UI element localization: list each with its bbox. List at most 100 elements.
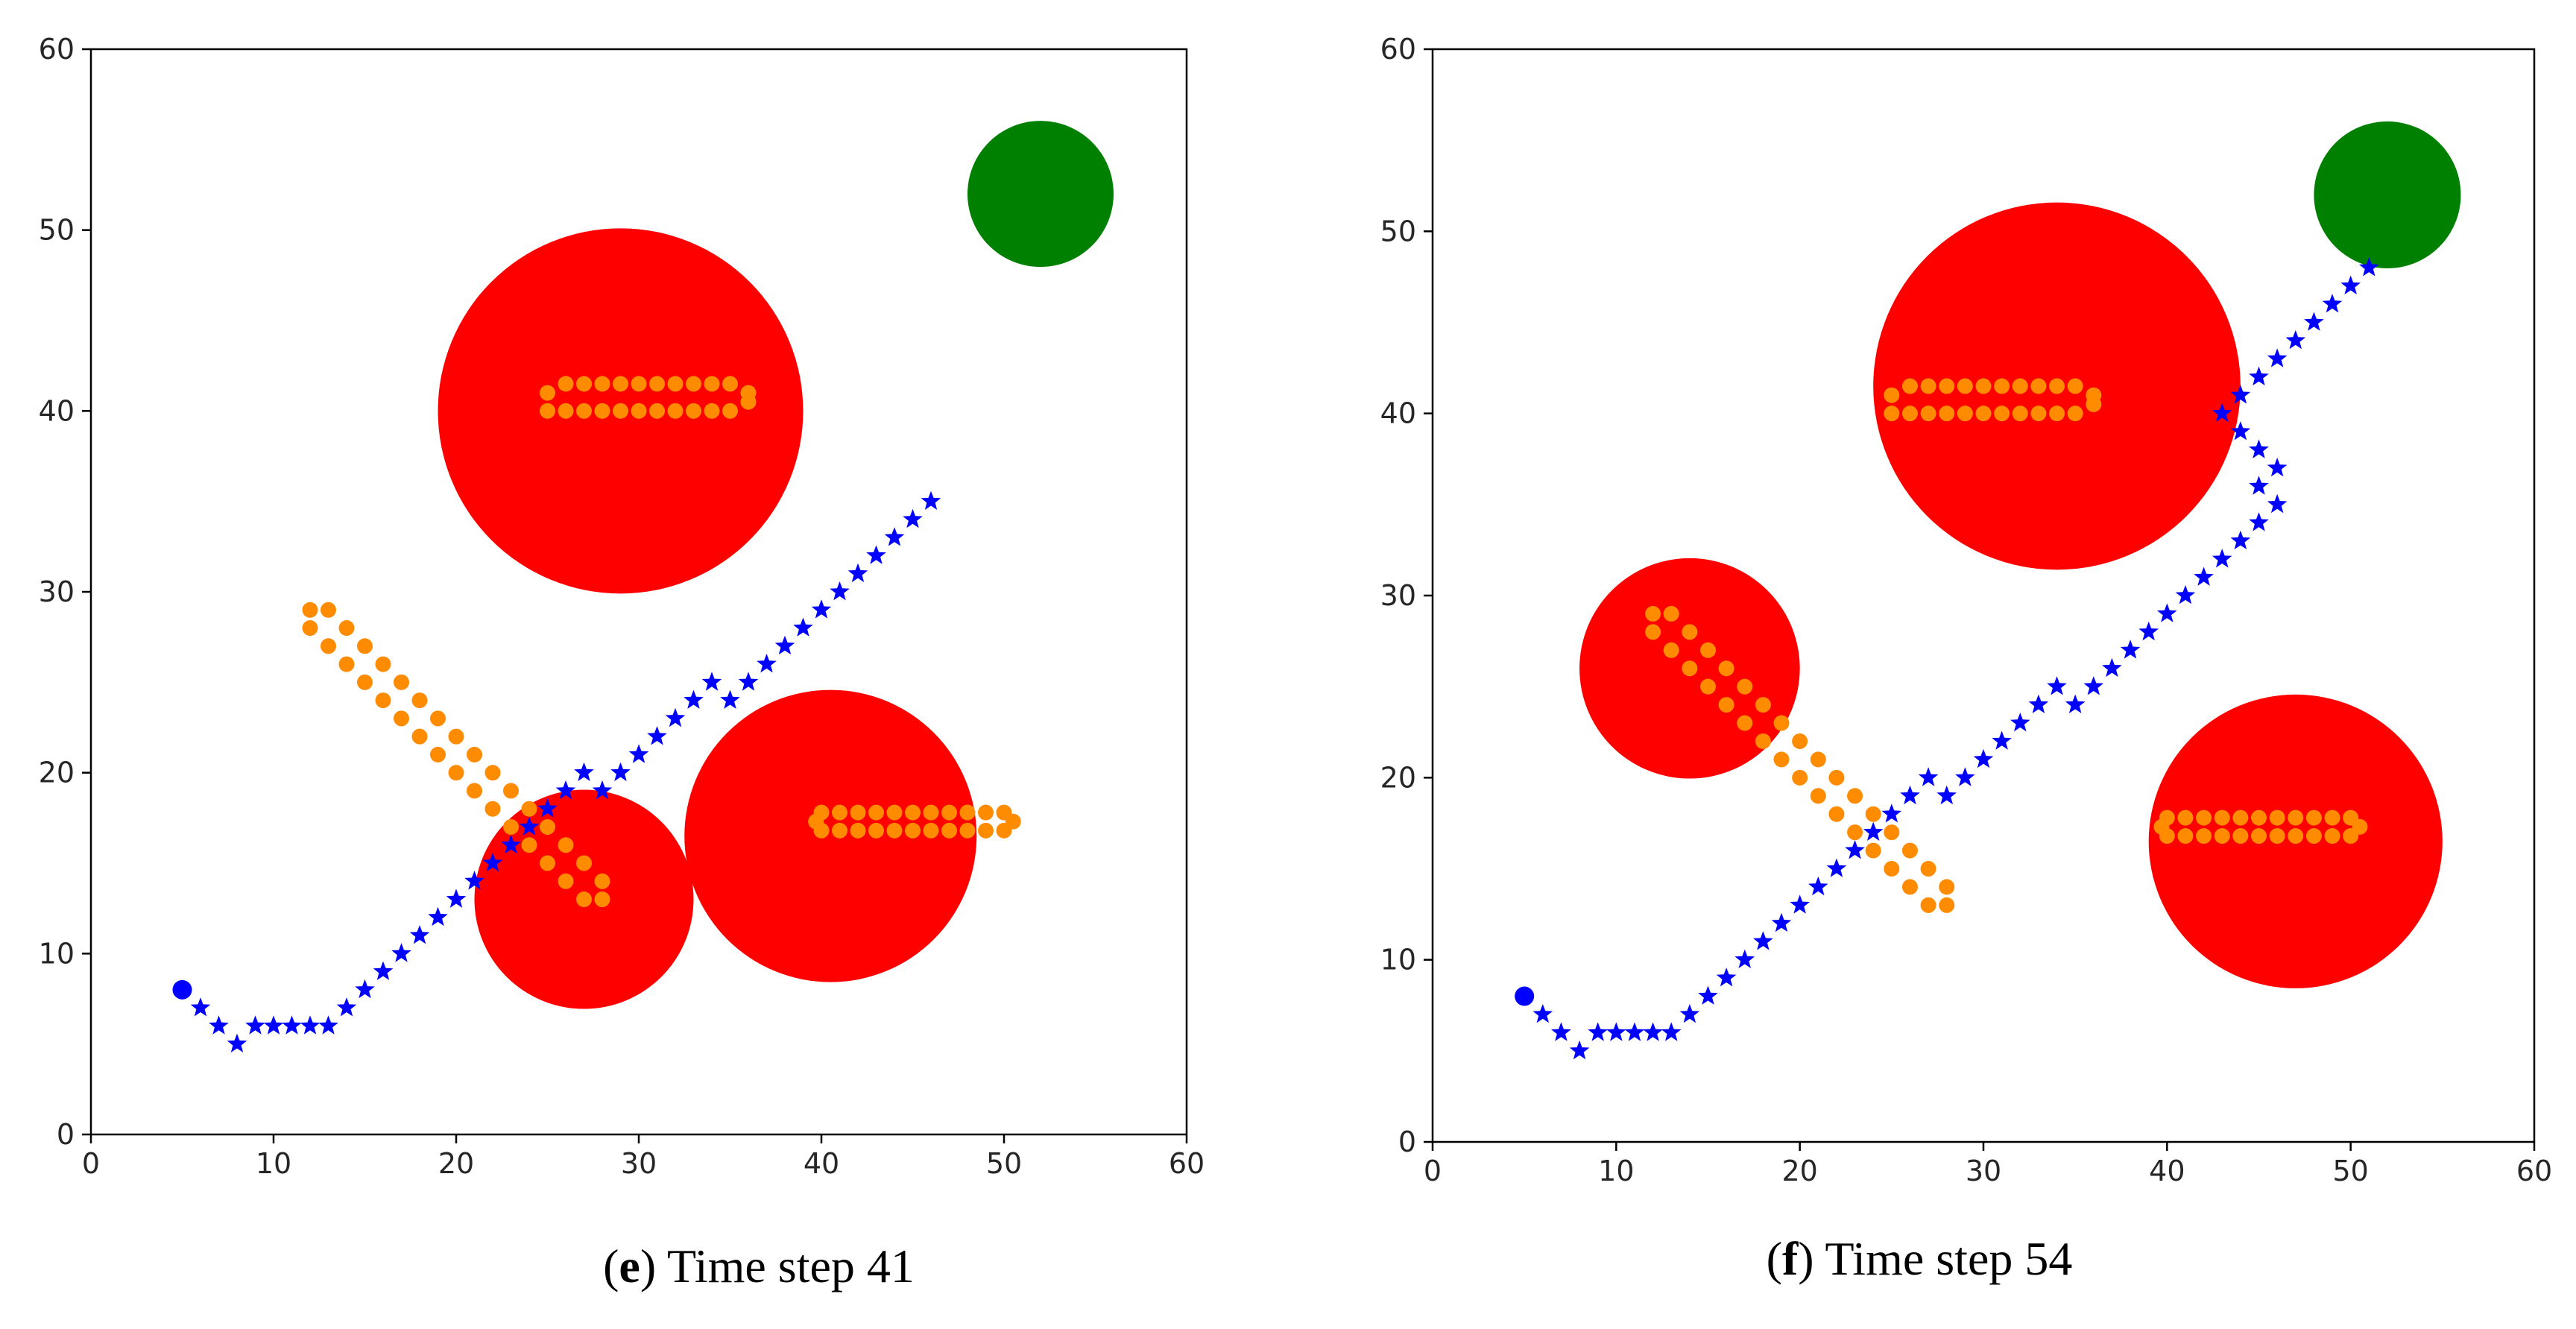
predicted-point <box>2030 378 2047 394</box>
robot-path-star <box>1826 858 1847 877</box>
robot-path-star <box>2175 585 2196 604</box>
robot-path-star <box>1863 821 1884 841</box>
robot-path-star <box>2267 348 2288 367</box>
robot-path-star <box>610 762 631 781</box>
robot-path-star <box>1936 785 1957 805</box>
predicted-point <box>1755 733 1771 749</box>
robot-path-star <box>391 943 411 962</box>
robot-path-star <box>537 798 558 818</box>
y-tick-label: 30 <box>1380 579 1416 612</box>
x-tick-label: 0 <box>1424 1155 1442 1187</box>
predicted-point <box>2159 828 2175 845</box>
predicted-point <box>1755 697 1771 713</box>
robot-path-star <box>2028 694 2049 713</box>
robot-path-star <box>1716 967 1737 987</box>
robot-path-star <box>1624 1022 1645 1041</box>
x-tick-label: 50 <box>986 1147 1022 1180</box>
robot-path-star <box>701 672 722 691</box>
panel-f: 0 10 20 30 40 50 60 0 10 20 30 40 50 60 <box>1380 33 2553 1187</box>
predicted-point <box>302 620 318 637</box>
predicted-point <box>1920 378 1936 394</box>
predicted-point <box>2196 809 2212 826</box>
robot-path-star <box>1606 1022 1626 1041</box>
predicted-point <box>484 801 501 817</box>
predicted-point <box>2214 828 2230 845</box>
predicted-point <box>576 855 592 871</box>
predicted-point <box>576 376 592 392</box>
robot-path-star <box>847 563 868 583</box>
predicted-point <box>1005 813 1021 830</box>
predicted-point <box>540 403 555 419</box>
robot-path-star <box>2230 421 2251 441</box>
predicted-point <box>576 891 592 908</box>
predicted-point <box>1847 788 1863 804</box>
robot-path-star <box>1753 931 1773 950</box>
predicted-point <box>1865 842 1881 859</box>
robot-path-star <box>1771 912 1792 932</box>
predicted-point <box>448 728 464 745</box>
robot-path-star <box>1900 785 1920 805</box>
predicted-point <box>1792 733 1808 749</box>
y-tick-label: 60 <box>1380 33 1416 66</box>
predicted-point <box>868 804 884 821</box>
robot-path-star <box>1790 894 1810 914</box>
predicted-point <box>686 376 701 392</box>
predicted-point <box>978 822 994 839</box>
caption-e: (e) Time step 41 <box>603 1240 915 1292</box>
predicted-point <box>2305 809 2322 826</box>
predicted-point <box>2086 396 2102 412</box>
predicted-point <box>1939 897 1955 913</box>
predicted-point <box>2288 809 2304 826</box>
predicted-point <box>1810 751 1826 768</box>
goal-circle <box>2314 121 2461 268</box>
robot-path-star <box>866 545 886 564</box>
predicted-point <box>1645 605 1661 622</box>
predicted-point <box>503 818 519 835</box>
predicted-point <box>2305 828 2322 845</box>
predicted-point <box>2352 818 2368 835</box>
robot-path-star <box>2322 294 2343 313</box>
panel-e: 0 10 20 30 40 50 60 0 10 20 30 40 50 60 <box>39 33 1205 1180</box>
robot-path-star <box>921 490 941 510</box>
plot-area-f <box>1515 121 2461 1060</box>
robot-path-star <box>2120 640 2141 659</box>
predicted-point <box>411 728 428 745</box>
predicted-point <box>411 692 428 709</box>
robot-path-star <box>2249 366 2269 386</box>
predicted-point <box>1920 897 1936 913</box>
predicted-point <box>2324 809 2340 826</box>
x-tick-label: 30 <box>621 1147 657 1180</box>
predicted-point <box>1884 861 1900 877</box>
predicted-point <box>2067 405 2083 422</box>
predicted-point <box>2232 828 2249 845</box>
predicted-point <box>1901 405 1918 422</box>
robot-path-star <box>482 853 503 872</box>
predicted-point <box>686 403 701 419</box>
caption-e-letter: e <box>619 1240 640 1292</box>
predicted-point <box>1718 660 1734 677</box>
predicted-point <box>448 765 464 781</box>
robot-path-star <box>373 961 394 980</box>
predicted-point <box>430 746 446 763</box>
x-tick-label: 20 <box>1781 1155 1817 1187</box>
predicted-point <box>375 692 391 709</box>
y-tick-label: 60 <box>39 33 75 66</box>
predicted-point <box>1901 879 1918 895</box>
predicted-point <box>540 385 555 401</box>
robot-path-star <box>300 1015 321 1035</box>
predicted-point <box>1920 405 1936 422</box>
robot-path-star <box>519 816 540 836</box>
predicted-point <box>1884 405 1900 422</box>
predicted-point <box>850 822 866 839</box>
predicted-point <box>1663 605 1679 622</box>
x-tick-label: 0 <box>82 1147 100 1180</box>
predicted-point <box>594 891 610 908</box>
predicted-point <box>1773 715 1790 731</box>
robot-path-star <box>446 888 467 908</box>
predicted-point <box>2214 809 2230 826</box>
robot-path-star <box>1973 748 1994 768</box>
predicted-point <box>1901 378 1918 394</box>
predicted-point <box>667 376 684 392</box>
predicted-point <box>558 376 574 392</box>
